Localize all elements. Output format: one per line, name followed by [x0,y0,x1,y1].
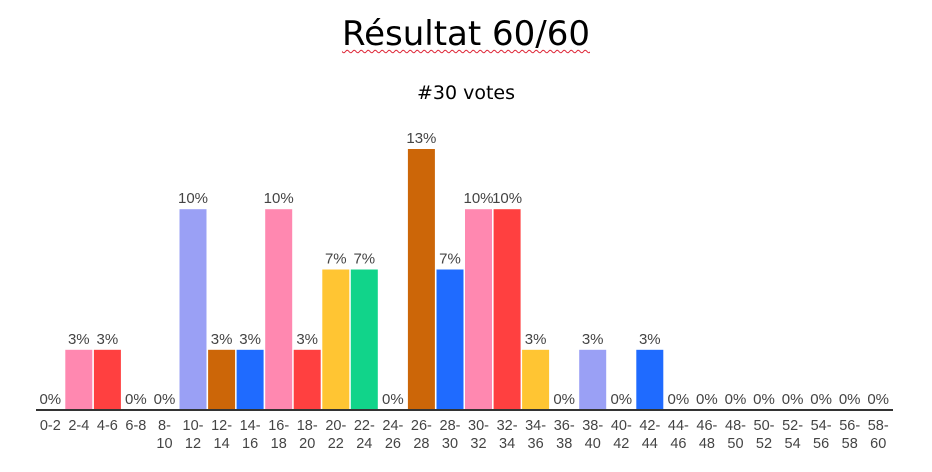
value-label-52-54: 0% [782,391,804,408]
chart-subtitle: #30 votes [416,82,516,104]
value-labels-group: 0%3% 3%0% 0%10%3% 3%10%3%7% 7%0%13%7%10%10%3… [39,130,889,408]
x-tick-label-54-56: 54-56 [811,418,832,452]
x-tick-label-46-48: 46-48 [696,418,717,452]
x-tick-label-8-10: 8-10 [156,418,172,452]
chart-title: Résultat 60/60 [0,14,932,54]
value-label-26-28: 13% [406,130,436,147]
bar-16-18 [265,209,293,410]
x-tick-label-20-22: 20-22 [325,418,346,452]
bar-18-20 [293,349,321,410]
bar-28-30 [436,269,464,410]
bar-20-22 [322,269,350,410]
x-tick-label-34-36: 34-36 [525,418,546,452]
bar-32-34 [493,209,521,410]
x-tick-label-10-12: 10-12 [183,418,204,452]
value-label-42-44: 3% [639,331,661,348]
bar-12-14 [208,349,236,410]
value-label-46-48: 0% [696,391,718,408]
value-label-6-8: 0% [125,391,147,408]
x-tick-label-40-42: 40-42 [611,418,632,452]
value-label-2-4: 3% [68,331,90,348]
x-tick-label-36-38: 36-38 [554,418,575,452]
value-label-50-52: 0% [753,391,775,408]
value-label-54-56: 0% [810,391,832,408]
x-tick-label-18-20: 18-20 [297,418,318,452]
value-label-38-40: 3% [582,331,604,348]
value-label-0-2: 0% [39,391,61,408]
bar-4-6 [93,349,121,410]
value-label-24-26: 0% [382,391,404,408]
value-label-32-34: 10% [492,190,522,207]
value-label-28-30: 7% [439,251,461,268]
value-label-40-42: 0% [610,391,632,408]
x-tick-label-42-44: 42-44 [639,418,660,452]
bars-group [65,149,664,410]
x-tick-label-4-6: 4-6 [97,418,118,434]
x-tick-label-26-28: 26-28 [411,418,432,452]
x-tick-label-6-8: 6-8 [125,418,146,434]
x-tick-labels-group: 0-2 2-4 4-6 6-8 8-10 10-12 12-14 14-16 16-18 18-2… [40,418,889,452]
value-label-18-20: 3% [296,331,318,348]
x-tick-label-0-2: 0-2 [40,418,61,434]
x-tick-label-48-50: 48-50 [725,418,746,452]
x-tick-label-30-32: 30-32 [468,418,489,452]
value-label-8-10: 0% [154,391,176,408]
value-label-4-6: 3% [97,331,119,348]
x-tick-label-50-52: 50-52 [754,418,775,452]
value-label-30-32: 10% [463,190,493,207]
value-label-16-18: 10% [264,190,294,207]
value-label-48-50: 0% [725,391,747,408]
value-label-34-36: 3% [525,331,547,348]
x-tick-label-44-46: 44-46 [668,418,689,452]
x-tick-label-12-14: 12-14 [211,418,232,452]
x-tick-label-24-26: 24-26 [382,418,403,452]
x-tick-label-56-58: 56-58 [839,418,860,452]
value-label-22-24: 7% [353,251,375,268]
x-tick-label-16-18: 16-18 [268,418,289,452]
x-tick-label-22-24: 22-24 [354,418,375,452]
x-tick-label-28-30: 28-30 [440,418,461,452]
x-tick-label-14-16: 14-16 [240,418,261,452]
bar-22-24 [350,269,378,410]
value-label-36-38: 0% [553,391,575,408]
bar-42-44 [636,349,664,410]
chart-title-text: Résultat 60/60 [341,14,590,54]
value-label-20-22: 7% [325,251,347,268]
value-label-10-12: 10% [178,190,208,207]
x-tick-label-38-40: 38-40 [582,418,603,452]
x-tick-label-32-34: 32-34 [497,418,518,452]
value-label-58-60: 0% [867,391,889,408]
value-label-56-58: 0% [839,391,861,408]
bar-26-28 [407,149,435,410]
bar-14-16 [236,349,264,410]
value-label-14-16: 3% [239,331,261,348]
x-tick-label-58-60: 58-60 [868,418,889,452]
bar-10-12 [179,209,207,410]
bar-34-36 [522,349,550,410]
value-label-12-14: 3% [211,331,233,348]
bar-2-4 [65,349,93,410]
x-tick-label-52-54: 52-54 [782,418,803,452]
bar-30-32 [465,209,492,410]
x-tick-label-2-4: 2-4 [68,418,89,434]
bar-38-40 [579,349,607,410]
value-label-44-46: 0% [668,391,690,408]
